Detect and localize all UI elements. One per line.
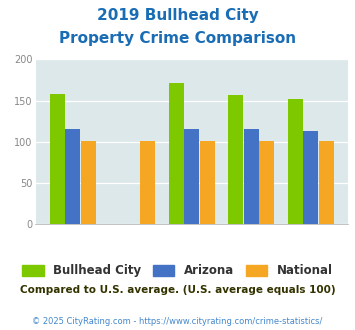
Legend: Bullhead City, Arizona, National: Bullhead City, Arizona, National	[17, 258, 338, 283]
Text: © 2025 CityRating.com - https://www.cityrating.com/crime-statistics/: © 2025 CityRating.com - https://www.city…	[32, 317, 323, 326]
Bar	[303, 131, 318, 224]
Bar	[259, 141, 274, 224]
Text: Property Crime Comparison: Property Crime Comparison	[59, 31, 296, 46]
Bar	[81, 141, 95, 224]
Text: Compared to U.S. average. (U.S. average equals 100): Compared to U.S. average. (U.S. average …	[20, 285, 335, 295]
Bar	[65, 129, 80, 224]
Bar	[200, 141, 215, 224]
Bar	[140, 141, 155, 224]
Bar	[184, 129, 199, 224]
Bar	[319, 141, 334, 224]
Text: 2019 Bullhead City: 2019 Bullhead City	[97, 8, 258, 23]
Bar	[244, 129, 259, 224]
Bar	[50, 94, 65, 224]
Bar	[228, 95, 243, 224]
Bar	[169, 83, 184, 224]
Bar	[288, 99, 303, 224]
